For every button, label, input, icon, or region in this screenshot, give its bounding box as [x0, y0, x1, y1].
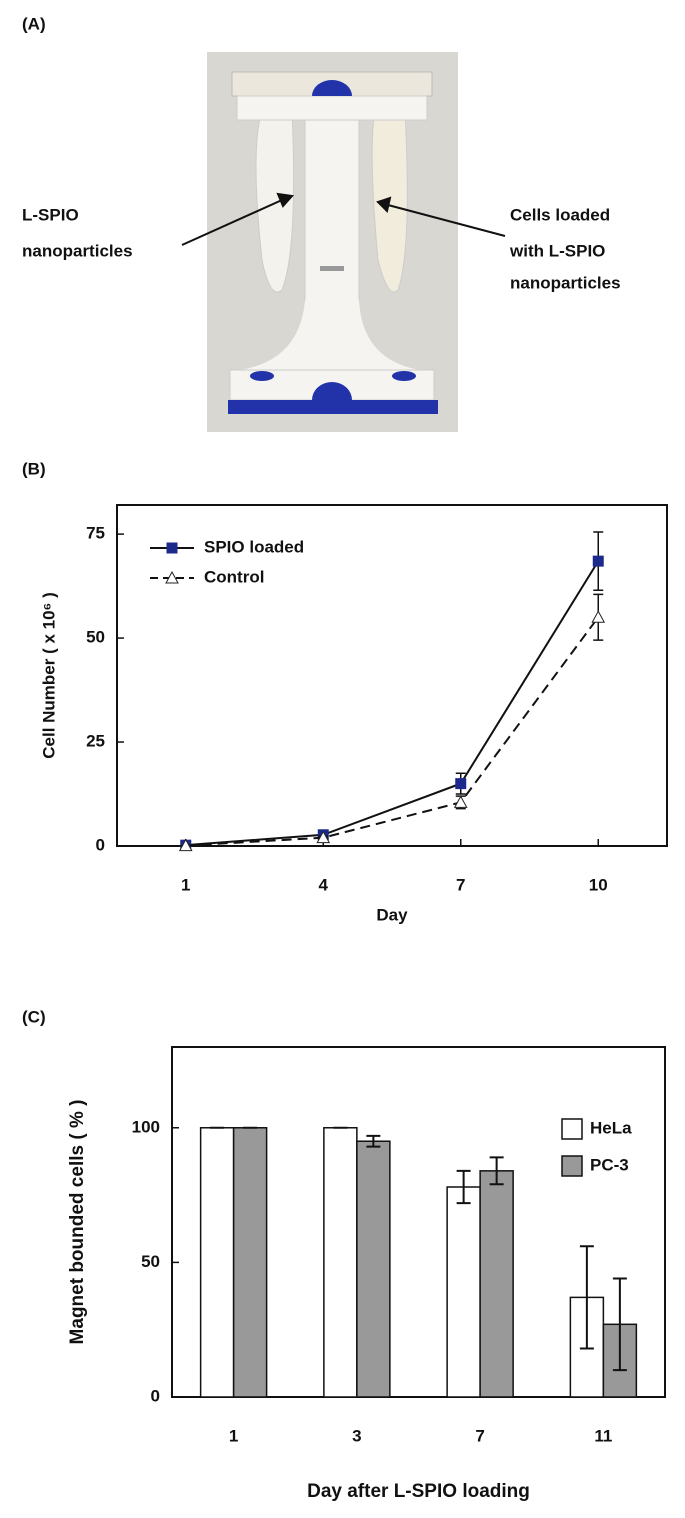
annotation: Cells loaded	[510, 205, 610, 224]
legend-label: SPIO loaded	[204, 537, 304, 556]
legend-label: PC-3	[590, 1155, 629, 1174]
annotation: nanoparticles	[510, 273, 621, 292]
x-tick-label: 7	[475, 1426, 484, 1445]
error-bar	[612, 1277, 627, 1372]
marker	[178, 838, 193, 852]
y-tick-label: 0	[96, 835, 105, 854]
error-bar	[489, 1156, 504, 1186]
bar	[199, 1127, 235, 1398]
panel-label: (C)	[22, 1007, 46, 1026]
x-tick-label: 1	[181, 875, 190, 894]
plot-frame	[116, 504, 668, 847]
marker	[591, 610, 606, 623]
error-bar	[579, 1245, 594, 1350]
bar	[446, 1186, 481, 1398]
legend-swatch	[561, 1118, 583, 1140]
legend-label: Control	[204, 567, 264, 586]
legend-marker	[165, 570, 179, 584]
series-line	[185, 616, 600, 847]
x-axis-label: Day after L-SPIO loading	[307, 1481, 530, 1502]
bar	[323, 1127, 358, 1398]
legend-swatch	[561, 1155, 583, 1177]
x-tick-label: 1	[229, 1426, 238, 1445]
marker	[316, 830, 331, 844]
legend-label: HeLa	[590, 1118, 632, 1137]
y-axis-label: Cell Number ( x 10⁶ )	[39, 592, 58, 759]
y-tick-label: 0	[151, 1386, 160, 1405]
bar	[356, 1140, 391, 1398]
x-tick-label: 10	[589, 875, 608, 894]
photo	[207, 52, 458, 432]
error-bar	[366, 1134, 381, 1148]
marker	[592, 555, 604, 567]
y-axis-label: Magnet bounded cells ( % )	[67, 1100, 88, 1345]
y-tick-label: 50	[86, 628, 105, 647]
y-tick-label: 50	[141, 1252, 160, 1271]
annotation: L-SPIO	[22, 205, 79, 224]
legend-marker	[166, 542, 178, 554]
y-tick-label: 25	[86, 732, 105, 751]
x-tick-label: 11	[594, 1426, 612, 1445]
arrows	[181, 192, 506, 246]
bar	[479, 1170, 514, 1398]
x-tick-label: 3	[352, 1426, 361, 1445]
annotation: with L-SPIO	[509, 241, 605, 260]
marker	[453, 795, 468, 808]
annotation: nanoparticles	[22, 241, 133, 260]
x-tick-label: 7	[456, 875, 465, 894]
panel-label: (B)	[22, 459, 46, 478]
y-tick-label: 75	[86, 524, 105, 543]
panel-label: (A)	[22, 14, 46, 33]
bar	[232, 1127, 268, 1398]
marker	[455, 778, 467, 790]
y-tick-label: 100	[132, 1117, 160, 1136]
plot-frame	[171, 1046, 666, 1398]
x-axis-label: Day	[376, 905, 408, 924]
error-bar	[456, 1169, 471, 1205]
series-line	[185, 560, 600, 847]
x-tick-label: 4	[319, 875, 329, 894]
